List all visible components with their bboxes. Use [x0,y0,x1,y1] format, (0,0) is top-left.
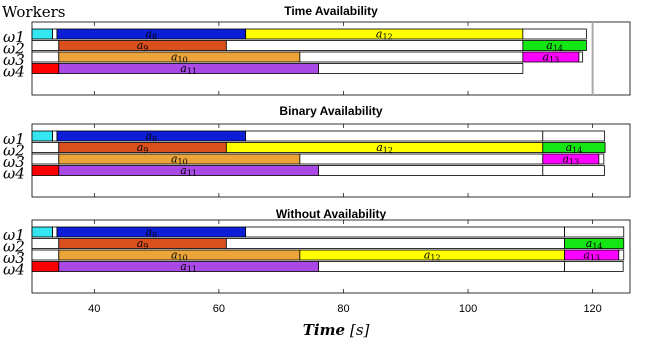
worker-label: ω4 [3,165,25,183]
task-bar [318,261,565,272]
worker-label: ω1 [3,28,25,46]
task-bar [31,238,60,249]
task-bar [52,28,58,40]
task-label: a9 [137,39,149,53]
task-bar [522,28,587,40]
task-bar [564,261,624,272]
task-bar [31,130,53,142]
task-bar [225,238,565,249]
task-bar [31,40,60,51]
task-bar [564,226,625,238]
task-bar [245,130,544,142]
worker-label: ω1 [3,226,25,244]
task-bar [542,130,605,142]
task-bar [225,40,524,51]
x-tick-label: 60 [213,303,225,315]
task-bar [31,249,60,261]
task-bar [31,63,60,74]
task-bar [618,249,625,261]
x-axis-unit: [s] [350,321,370,339]
workers-header: Workers [2,3,65,21]
task-bar [318,63,524,74]
task-bar [245,226,565,238]
task-label: a8 [145,28,157,42]
task-bar [52,226,58,238]
worker-label: ω3 [3,249,25,267]
task-bar [31,142,60,153]
task-bar [31,261,60,272]
task-bar [31,153,60,165]
task-bar [299,153,544,165]
worker-label: ω2 [3,142,25,160]
worker-label: ω4 [3,63,25,81]
task-label: a8 [145,130,157,144]
x-axis: 40 60 80 100 120 [88,303,602,315]
x-tick-label: 40 [88,303,100,315]
worker-label: ω2 [3,40,25,58]
task-bar [542,142,606,153]
task-label: a9 [137,237,149,251]
worker-label: ω3 [3,51,25,69]
task-bar [31,226,53,238]
task-bar [299,51,524,63]
task-bar [318,165,544,176]
task-bar [542,165,605,176]
panel-title: Binary Availability [279,104,382,118]
worker-label: ω3 [3,153,25,171]
panel-title: Without Availability [276,207,387,221]
task-bar [31,51,60,63]
task-label: a9 [137,141,149,155]
task-label: a8 [145,226,157,240]
worker-label: ω4 [3,261,25,279]
task-bar [31,165,60,176]
x-tick-label: 80 [337,303,349,315]
task-bar [52,130,58,142]
x-tick-label: 100 [459,303,477,315]
x-tick-label: 120 [583,303,601,315]
task-bar [598,153,605,165]
task-bar [522,40,587,51]
worker-label: ω2 [3,238,25,256]
x-axis-label: Time [303,321,345,339]
task-bar [564,238,625,249]
panel-title: Time Availability [284,4,378,18]
worker-label: ω1 [3,130,25,148]
task-bar [31,28,53,40]
task-bar [578,51,584,63]
